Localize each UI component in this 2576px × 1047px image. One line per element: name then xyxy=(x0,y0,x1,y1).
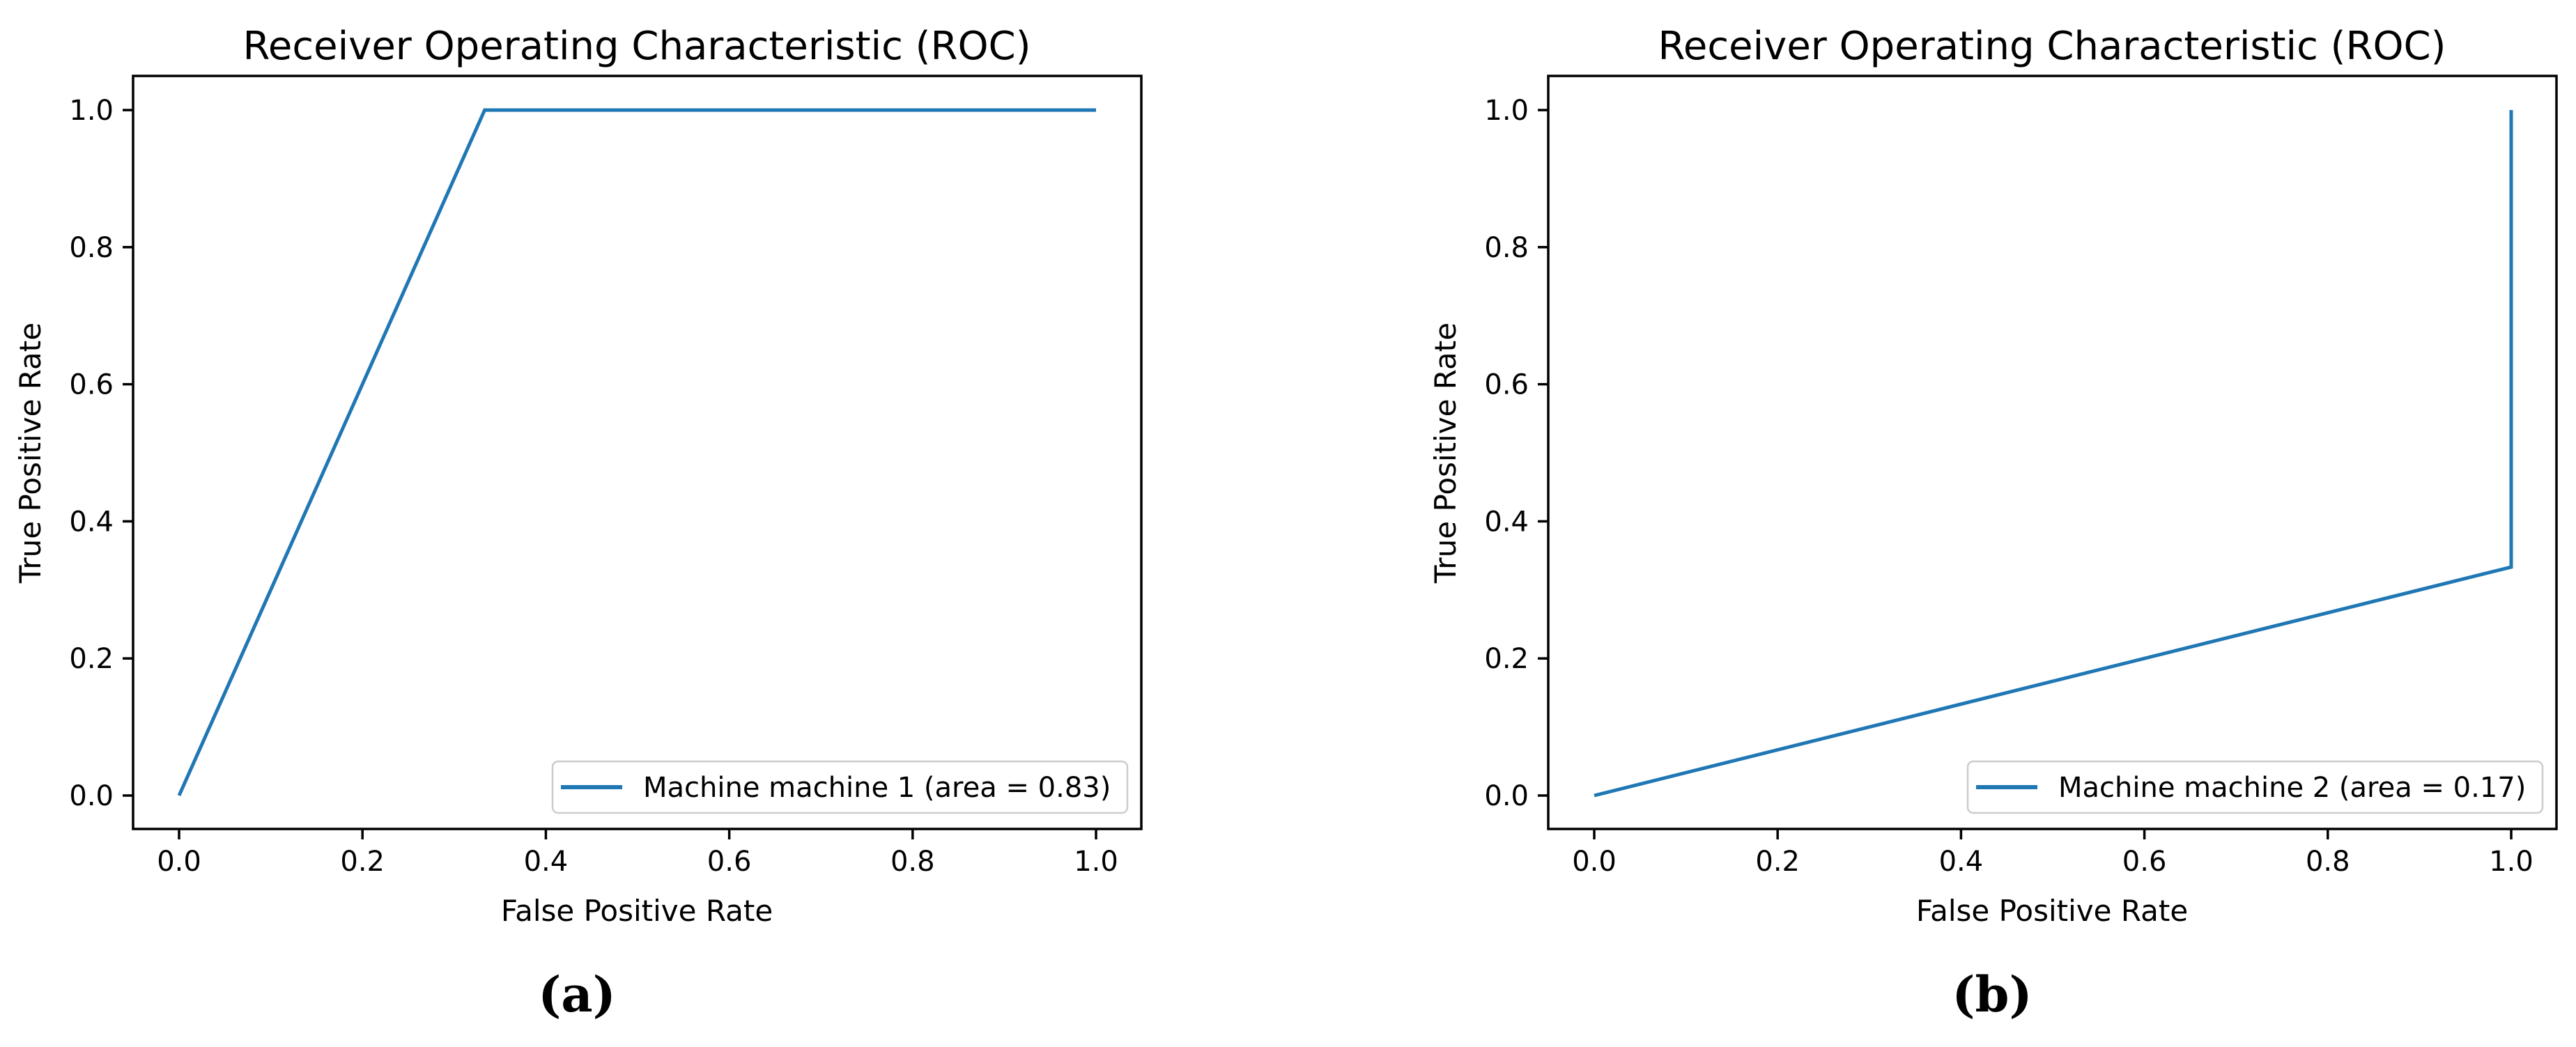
legend-box xyxy=(1966,760,2544,814)
roc-figure-b: Receiver Operating Characteristic (ROC) … xyxy=(1428,24,2558,1023)
x-tick-label: 0.2 xyxy=(1755,846,1800,878)
x-tick-label: 1.0 xyxy=(2489,846,2533,878)
x-axis-label: False Positive Rate xyxy=(501,894,773,928)
x-tick-label: 0.0 xyxy=(157,846,201,878)
legend-label: Machine machine 2 (area = 0.17) xyxy=(2058,772,2526,804)
y-axis-label: True Positive Rate xyxy=(1428,323,1463,584)
x-tick-label: 0.0 xyxy=(1572,846,1617,878)
y-tick-label: 0.2 xyxy=(69,643,114,675)
x-tick-label: 0.4 xyxy=(524,846,569,878)
roc-figure-a: Receiver Operating Characteristic (ROC) … xyxy=(13,24,1143,1023)
x-axis-label: False Positive Rate xyxy=(1916,894,2188,928)
subfigure-caption: (b) xyxy=(1952,965,2032,1023)
plot-border xyxy=(1547,75,2558,830)
x-tick-label: 0.6 xyxy=(2122,846,2167,878)
y-tick-label: 1.0 xyxy=(1484,95,1529,127)
legend-label: Machine machine 1 (area = 0.83) xyxy=(643,772,1111,804)
x-tick-label: 0.8 xyxy=(890,846,935,878)
x-tick-label: 0.2 xyxy=(340,846,385,878)
y-tick-label: 0.0 xyxy=(69,780,114,812)
x-tick-label: 1.0 xyxy=(1074,846,1118,878)
y-tick-label: 0.2 xyxy=(1484,643,1529,675)
x-tick-label: 0.6 xyxy=(707,846,752,878)
y-tick-label: 0.4 xyxy=(69,506,114,538)
y-tick-label: 0.8 xyxy=(1484,232,1529,264)
plot-border xyxy=(132,75,1143,830)
x-tick-label: 0.8 xyxy=(2306,846,2350,878)
figure-title: Receiver Operating Characteristic (ROC) xyxy=(243,24,1031,69)
y-tick-label: 0.0 xyxy=(1484,780,1529,812)
y-tick-label: 0.6 xyxy=(1484,369,1529,401)
x-tick-label: 0.4 xyxy=(1939,846,1984,878)
y-tick-label: 0.8 xyxy=(69,232,114,264)
figure-title: Receiver Operating Characteristic (ROC) xyxy=(1658,24,2446,69)
y-tick-label: 0.6 xyxy=(69,369,114,401)
y-axis-label: True Positive Rate xyxy=(13,323,47,584)
subfigure-caption: (a) xyxy=(538,965,616,1023)
y-tick-label: 0.4 xyxy=(1484,506,1529,538)
roc-curve xyxy=(1594,110,2513,798)
legend-box xyxy=(551,760,1129,814)
roc-curve xyxy=(177,108,1096,797)
y-tick-label: 1.0 xyxy=(69,95,114,127)
